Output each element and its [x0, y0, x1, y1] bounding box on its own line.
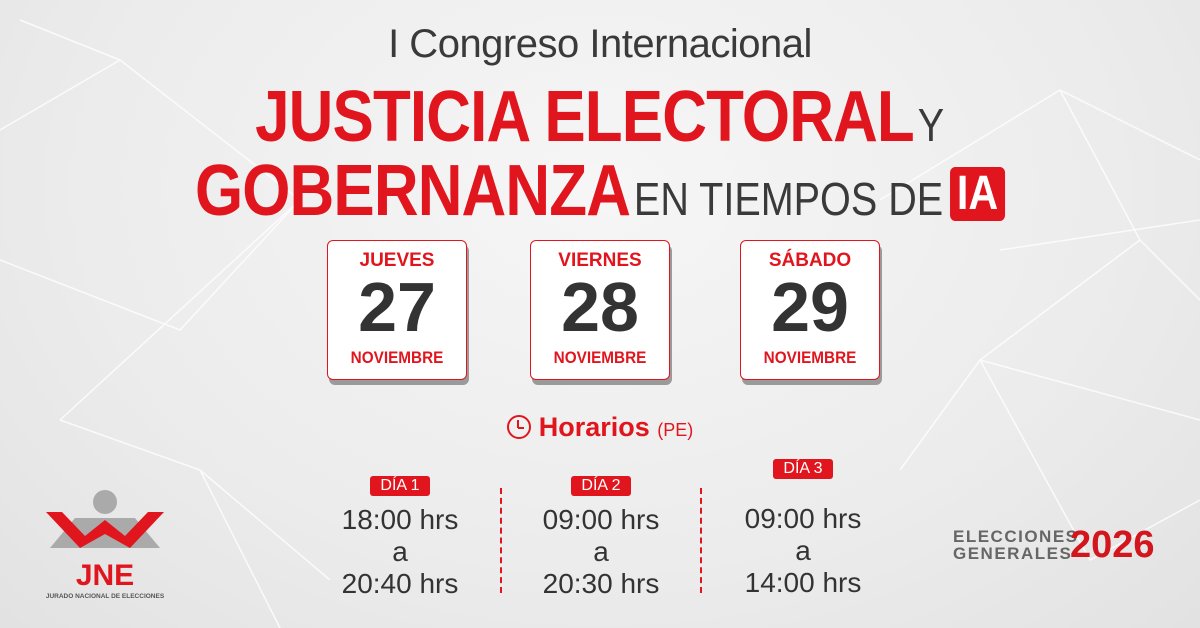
schedule-heading: Horarios (PE): [0, 412, 1200, 443]
schedule-day-2: DÍA 2 09:00 hrs a 20:30 hrs: [501, 476, 701, 600]
logo-acronym: JNE: [75, 559, 135, 592]
date-card: JUEVES 27 NOVIEMBRE: [327, 240, 467, 380]
schedule-day-1: DÍA 1 18:00 hrs a 20:40 hrs: [300, 476, 500, 600]
title-red-2: GOBERNANZA: [194, 151, 631, 231]
end-time: 20:40 hrs: [341, 568, 459, 599]
title-gray-2: EN TIEMPOS DE: [633, 173, 944, 225]
date-month: NOVIEMBRE: [553, 348, 647, 367]
ia-badge: IA: [950, 167, 1006, 221]
title-line-1: JUSTICIA ELECTORAL Y: [0, 76, 1200, 158]
timezone: (PE): [657, 420, 694, 440]
date-month: NOVIEMBRE: [763, 348, 857, 367]
date-number: 28: [561, 268, 639, 346]
title-gray-1: Y: [918, 99, 945, 151]
date-card: VIERNES 28 NOVIEMBRE: [530, 240, 670, 380]
eg-line-2: GENERALES: [953, 544, 1073, 563]
divider: [700, 488, 702, 593]
time-separator: a: [795, 535, 811, 566]
jne-emblem-icon: [46, 490, 164, 548]
date-day: VIERNES: [558, 250, 642, 271]
date-day: SÁBADO: [768, 250, 852, 271]
start-time: 18:00 hrs: [341, 504, 459, 535]
day-badge: DÍA 3: [773, 459, 833, 479]
date-number: 29: [771, 268, 849, 346]
date-day: JUEVES: [359, 250, 435, 271]
day-badge: DÍA 2: [571, 476, 631, 496]
title-red-1: JUSTICIA ELECTORAL: [255, 77, 915, 157]
jne-logo: JNE JURADO NACIONAL DE ELECCIONES: [40, 490, 170, 600]
start-time: 09:00 hrs: [744, 503, 862, 534]
title-line-2: GOBERNANZA EN TIEMPOS DE IA: [0, 150, 1200, 232]
date-month: NOVIEMBRE: [350, 348, 444, 367]
date-number: 27: [358, 268, 436, 346]
divider: [500, 488, 502, 593]
subtitle: I Congreso Internacional: [388, 22, 812, 66]
clock-icon: [506, 415, 531, 439]
day-badge: DÍA 1: [370, 476, 430, 496]
elecciones-generales-logo: ELECCIONES GENERALES 2026: [953, 524, 1155, 566]
logo-name: JURADO NACIONAL DE ELECCIONES: [45, 593, 165, 600]
end-time: 14:00 hrs: [744, 567, 862, 598]
time-separator: a: [593, 536, 609, 567]
schedule-title: Horarios: [538, 412, 650, 442]
eg-year: 2026: [1070, 524, 1155, 566]
time-separator: a: [392, 536, 408, 567]
date-card: SÁBADO 29 NOVIEMBRE: [740, 240, 880, 380]
end-time: 20:30 hrs: [542, 568, 660, 599]
start-time: 09:00 hrs: [542, 504, 660, 535]
eg-line-1: ELECCIONES: [953, 527, 1079, 546]
schedule-day-3: DÍA 3 09:00 hrs a 14:00 hrs: [703, 459, 903, 599]
